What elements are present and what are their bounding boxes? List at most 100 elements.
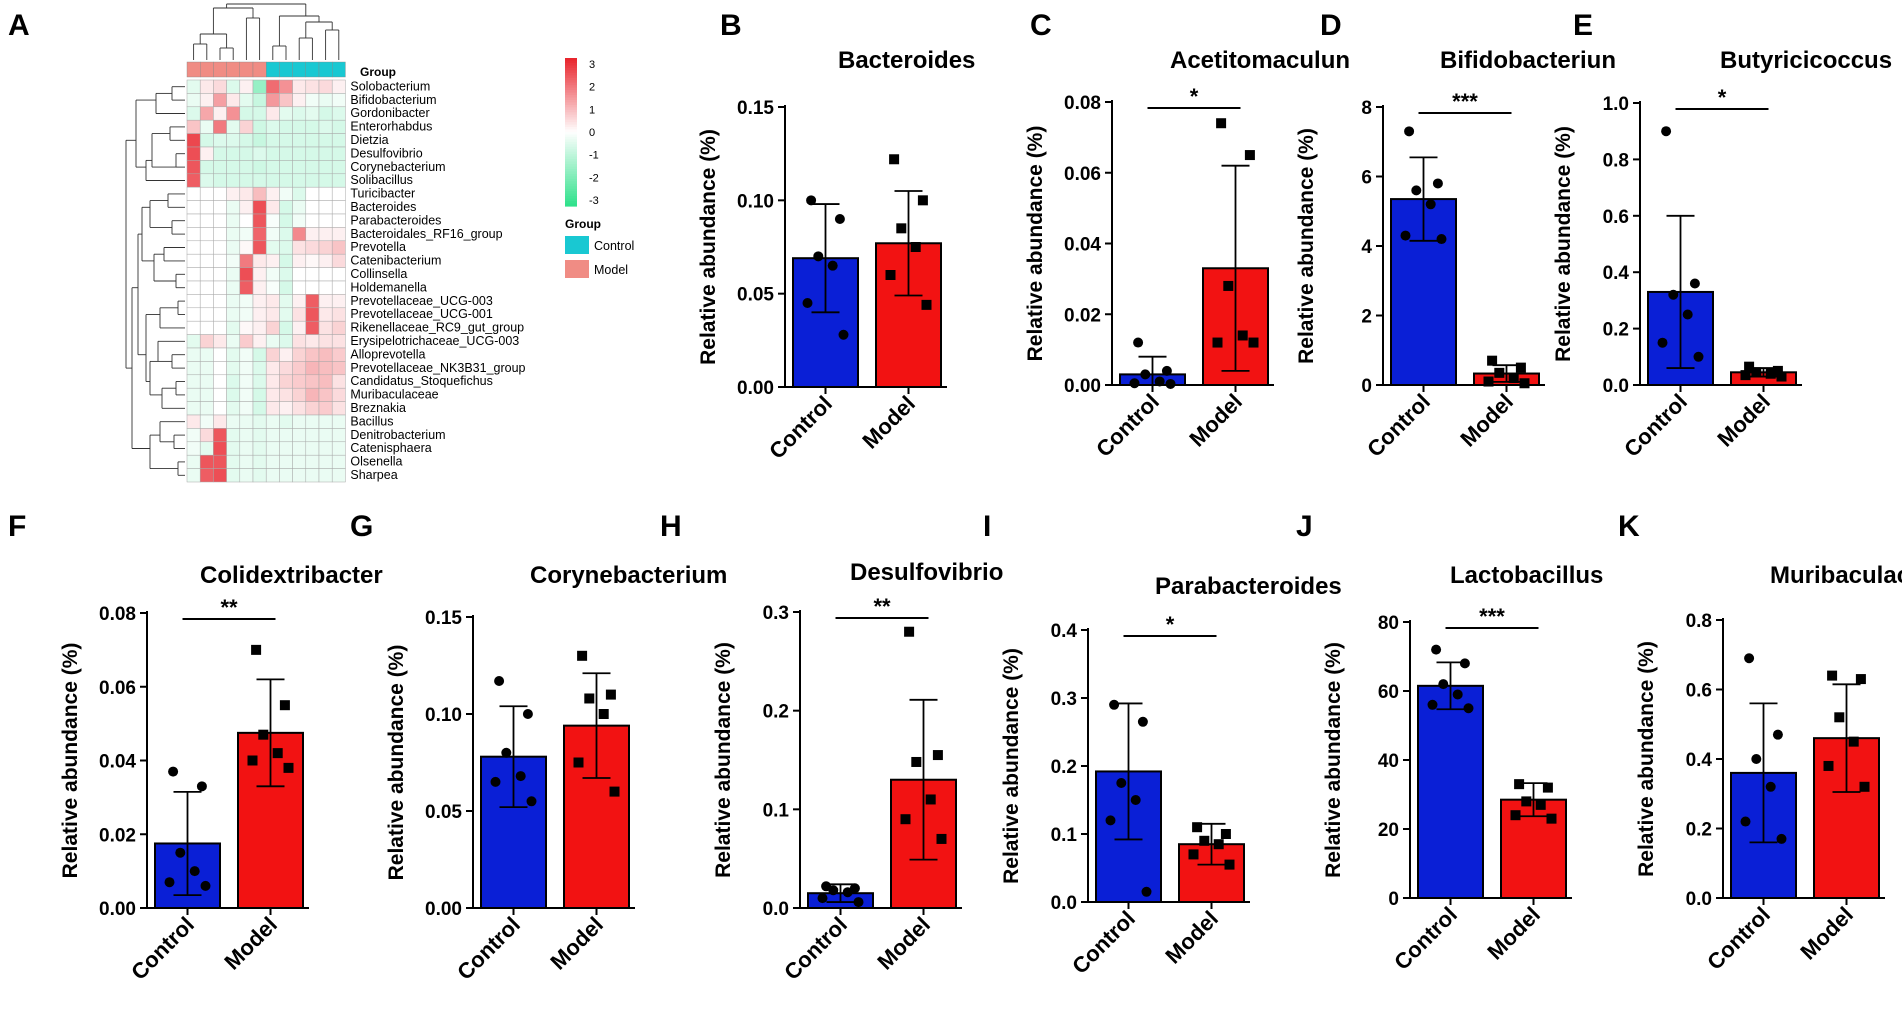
heatmap-cell (331, 468, 346, 483)
heatmap-cell (239, 374, 254, 389)
data-point-model (1519, 378, 1530, 389)
heatmap-cell (226, 414, 241, 429)
heatmap-cell (239, 307, 254, 322)
heatmap-cell (292, 347, 307, 362)
heatmap-cell (292, 146, 307, 161)
heatmap-cell (199, 334, 214, 349)
heatmap-cell (265, 387, 280, 402)
heatmap-cell (305, 387, 320, 402)
data-point-control (1459, 658, 1470, 669)
heatmap-cell (331, 253, 346, 268)
bar-chart-J: J Lactobacillus 0 20 40 60 80 Control Model Relat… (1296, 510, 1603, 975)
colorbar-step (565, 90, 577, 94)
colorbar-step (565, 173, 577, 177)
data-point-model (1216, 118, 1227, 129)
colorbar-step (565, 87, 577, 91)
heatmap-cell (279, 79, 293, 94)
heatmap-cell (252, 307, 267, 322)
heatmap-cell (292, 240, 307, 255)
data-point-model (1772, 365, 1783, 376)
heatmap-cell (226, 441, 241, 456)
heatmap-cell (331, 267, 346, 282)
heatmap-cell (213, 79, 227, 94)
group-annotation-cell (213, 61, 227, 78)
y-tick-label: 2 (1361, 307, 1372, 328)
heatmap-cell (331, 200, 346, 215)
legend-label-control: Control (594, 239, 634, 253)
x-category-label: Model (1795, 902, 1858, 965)
heatmap-cell (199, 186, 214, 201)
column-dendrogram (193, 3, 340, 60)
colorbar-step (565, 181, 577, 185)
heatmap-cell (186, 133, 201, 148)
heatmap-cell (239, 160, 254, 175)
heatmap-cell (265, 173, 280, 188)
heatmap-cell (226, 267, 241, 282)
bar-chart-E: E Butyricicoccus 0.0 0.2 0.4 0.6 0.8 1.0 Control… (1552, 9, 1892, 462)
colorbar-step (565, 62, 577, 66)
data-point-model (258, 729, 269, 740)
heatmap-cell (186, 441, 201, 456)
colorbar-step (565, 114, 577, 118)
y-tick-label: 0.05 (737, 285, 774, 306)
data-point-model (1224, 859, 1235, 870)
significance-marker: *** (1479, 604, 1505, 629)
heatmap-cell (318, 428, 333, 443)
colorbar-step (565, 109, 577, 113)
heatmap-cell (318, 334, 333, 349)
heatmap-row-label: Prevotellaceae_UCG-001 (350, 307, 492, 321)
heatmap-cell (226, 106, 241, 121)
heatmap-row-labels: SolobacteriumBifidobacteriumGordonibacte… (350, 79, 525, 482)
heatmap-cell (331, 133, 346, 148)
data-point-model (1521, 796, 1532, 807)
heatmap-cell (292, 361, 307, 376)
y-tick-label: 0 (1388, 889, 1399, 910)
heatmap-cell (186, 173, 201, 188)
heatmap-cell (213, 213, 227, 228)
heatmap-cell (279, 93, 293, 108)
heatmap-cell (239, 79, 254, 94)
y-tick-label: 0.05 (425, 802, 462, 823)
heatmap-cell (318, 374, 333, 389)
heatmap-cell (226, 160, 241, 175)
heatmap-cell (331, 146, 346, 161)
heatmap-cell (331, 374, 346, 389)
heatmap-cell (226, 146, 241, 161)
heatmap-cell (292, 253, 307, 268)
heatmap-cell (186, 387, 201, 402)
data-point-model (1751, 367, 1762, 378)
group-legend-title: Group (565, 217, 601, 231)
data-point-model (885, 270, 896, 280)
panel-label: C (1030, 9, 1052, 42)
heatmap-cell (186, 240, 201, 255)
heatmap-cell (305, 347, 320, 362)
legend-swatch-control (565, 236, 589, 254)
heatmap-cell (331, 160, 346, 175)
heatmap-cell (199, 106, 214, 121)
data-point-control (1133, 337, 1144, 348)
heatmap-cell (239, 387, 254, 402)
data-point-control (1116, 778, 1127, 788)
heatmap-cell (239, 334, 254, 349)
heatmap-cell (279, 146, 293, 161)
heatmap-cell (292, 79, 307, 94)
data-point-control (1431, 644, 1442, 655)
heatmap-cell (279, 361, 293, 376)
heatmap-cell (318, 79, 333, 94)
heatmap-cell (279, 441, 293, 456)
heatmap-cell (305, 186, 320, 201)
colorbar-step (565, 186, 577, 190)
heatmap-cell (199, 253, 214, 268)
colorbar-step (565, 191, 577, 195)
heatmap-cell (265, 227, 280, 242)
heatmap-cell (318, 213, 333, 228)
heatmap-row-label: Bacteroides (350, 200, 416, 214)
heatmap-row-label: Holdemanella (350, 280, 426, 294)
heatmap-cell (252, 200, 267, 215)
heatmap-cell (305, 200, 320, 215)
heatmap-cell (213, 200, 227, 215)
y-tick-label: 1.0 (1603, 94, 1629, 115)
colorbar-tick-label: 3 (589, 59, 595, 71)
x-category-label: Model (1482, 902, 1545, 965)
heatmap-cell (239, 454, 254, 469)
